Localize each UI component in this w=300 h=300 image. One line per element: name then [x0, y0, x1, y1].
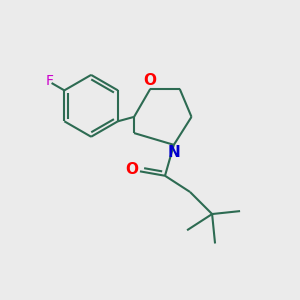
- Text: N: N: [168, 145, 181, 160]
- Text: O: O: [125, 162, 138, 177]
- Text: F: F: [45, 74, 53, 88]
- Text: O: O: [143, 74, 156, 88]
